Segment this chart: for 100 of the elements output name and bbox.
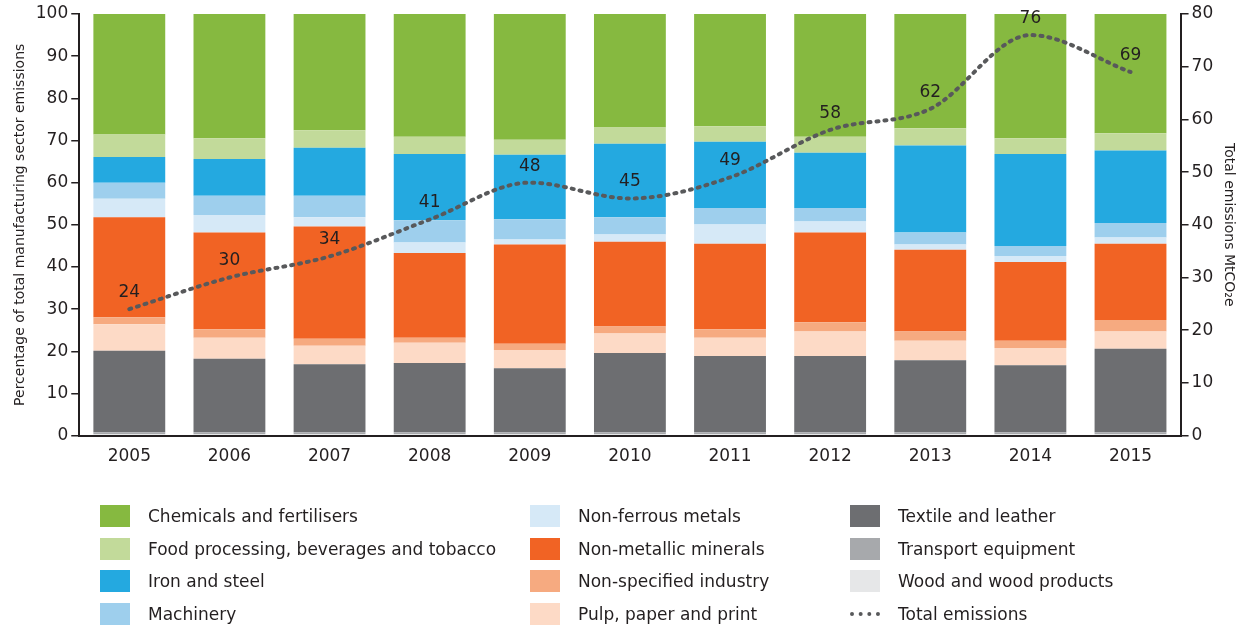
bar bbox=[193, 159, 266, 196]
bar bbox=[593, 143, 666, 218]
bar bbox=[894, 360, 967, 433]
bar bbox=[393, 253, 466, 338]
bar bbox=[894, 249, 967, 332]
data-label: 24 bbox=[118, 281, 141, 302]
x-tick-label: 2006 bbox=[207, 445, 252, 466]
bar bbox=[593, 333, 666, 353]
legend-label: Total emissions bbox=[898, 603, 1028, 624]
bar bbox=[493, 244, 566, 344]
y2-tick-label: 30 bbox=[1191, 265, 1214, 286]
bar bbox=[694, 243, 766, 330]
bar bbox=[293, 364, 366, 433]
bar bbox=[894, 244, 967, 250]
legend-label: Non-specified industry bbox=[578, 571, 770, 592]
bar bbox=[794, 355, 867, 433]
bar bbox=[894, 14, 967, 129]
data-label: 34 bbox=[318, 228, 341, 249]
data-label: 62 bbox=[919, 80, 942, 101]
bar bbox=[694, 141, 766, 208]
bar bbox=[193, 195, 266, 216]
legend-label: Non-metallic minerals bbox=[578, 538, 765, 559]
bar bbox=[93, 198, 166, 218]
bar bbox=[994, 340, 1067, 348]
y2-tick-label: 0 bbox=[1191, 424, 1203, 445]
bar bbox=[794, 232, 867, 323]
bar bbox=[794, 136, 867, 153]
bar bbox=[193, 215, 266, 233]
bar bbox=[293, 226, 366, 339]
y-tick-label: 10 bbox=[46, 381, 69, 402]
data-label: 48 bbox=[518, 154, 541, 175]
legend-label: Iron and steel bbox=[148, 571, 265, 592]
data-label: 58 bbox=[819, 101, 841, 122]
y-tick-label: 20 bbox=[46, 339, 69, 360]
data-label: 30 bbox=[218, 249, 241, 270]
y2-tick-label: 40 bbox=[1191, 213, 1214, 234]
bar bbox=[593, 352, 666, 433]
bar bbox=[493, 139, 566, 155]
bar bbox=[93, 350, 166, 433]
bar bbox=[794, 14, 867, 137]
bar bbox=[493, 154, 566, 220]
bar bbox=[1094, 348, 1167, 433]
y-axis-title: Percentage of total manufacturing sector emissions bbox=[11, 43, 28, 406]
legend-label: Textile and leather bbox=[898, 506, 1056, 527]
bar bbox=[93, 217, 166, 318]
bar bbox=[1094, 243, 1167, 321]
x-tick-label: 2008 bbox=[408, 445, 452, 466]
bar bbox=[493, 14, 566, 140]
legend-label: Machinery bbox=[148, 603, 237, 624]
bar bbox=[493, 343, 566, 351]
bar bbox=[193, 358, 266, 433]
bar bbox=[994, 347, 1067, 366]
y2-tick-label: 10 bbox=[1191, 371, 1214, 392]
legend-label: Transport equipment bbox=[898, 538, 1076, 559]
y-tick-label: 80 bbox=[46, 86, 69, 107]
y2-tick-label: 60 bbox=[1191, 107, 1214, 128]
x-tick-label: 2010 bbox=[608, 445, 652, 466]
bar bbox=[293, 14, 366, 131]
bar bbox=[193, 14, 266, 139]
bar bbox=[193, 138, 266, 160]
bar bbox=[393, 337, 466, 343]
y-tick-label: 0 bbox=[57, 424, 69, 445]
x-tick-label: 2005 bbox=[107, 445, 151, 466]
y2-tick-label: 20 bbox=[1191, 318, 1214, 339]
bar bbox=[994, 138, 1067, 154]
bar bbox=[493, 350, 566, 369]
bar bbox=[794, 322, 867, 332]
bar bbox=[93, 14, 166, 135]
bar bbox=[1094, 14, 1167, 134]
legend-label: Pulp, paper and print bbox=[578, 603, 758, 624]
legend-label: Wood and wood products bbox=[898, 571, 1114, 592]
y-tick-label: 90 bbox=[46, 44, 69, 65]
x-tick-label: 2009 bbox=[508, 445, 552, 466]
bar bbox=[994, 245, 1067, 256]
bar bbox=[694, 14, 766, 127]
bar bbox=[994, 153, 1067, 246]
bar bbox=[593, 217, 666, 235]
y-tick-label: 40 bbox=[46, 255, 69, 276]
bar bbox=[1094, 150, 1167, 224]
bar bbox=[794, 331, 867, 356]
bar bbox=[593, 234, 666, 242]
bar bbox=[293, 338, 366, 346]
bar bbox=[694, 329, 766, 338]
y2-tick-label: 70 bbox=[1191, 55, 1214, 76]
legend-label: Non-ferrous metals bbox=[578, 506, 741, 527]
legend-label: Chemicals and fertilisers bbox=[148, 506, 358, 527]
bar bbox=[894, 331, 967, 341]
bar bbox=[293, 217, 366, 227]
bar bbox=[93, 182, 166, 199]
bar bbox=[93, 134, 166, 157]
bar bbox=[393, 14, 466, 137]
x-tick-label: 2011 bbox=[708, 445, 752, 466]
x-tick-label: 2013 bbox=[908, 445, 952, 466]
bar bbox=[994, 365, 1067, 433]
data-label: 69 bbox=[1119, 43, 1142, 64]
bar bbox=[93, 324, 166, 351]
bar bbox=[493, 239, 566, 245]
bar bbox=[393, 363, 466, 433]
bar bbox=[593, 127, 666, 144]
bar bbox=[894, 232, 967, 245]
